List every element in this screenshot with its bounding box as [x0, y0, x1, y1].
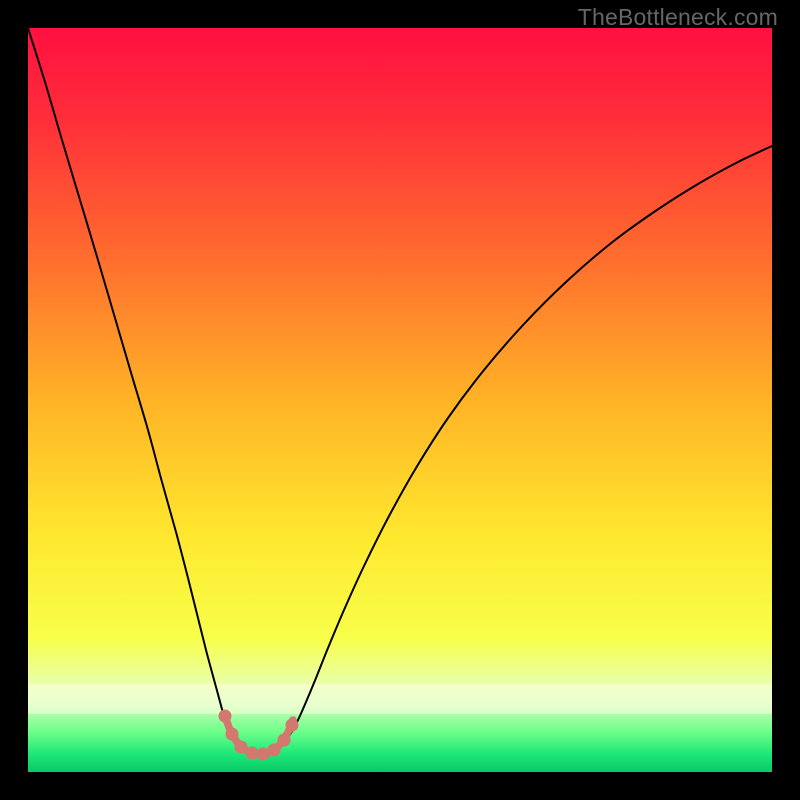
highlight-band: [28, 684, 772, 714]
plot-background: [28, 28, 772, 772]
chart-stage: TheBottleneck.com: [0, 0, 800, 800]
watermark-text: TheBottleneck.com: [578, 4, 778, 31]
